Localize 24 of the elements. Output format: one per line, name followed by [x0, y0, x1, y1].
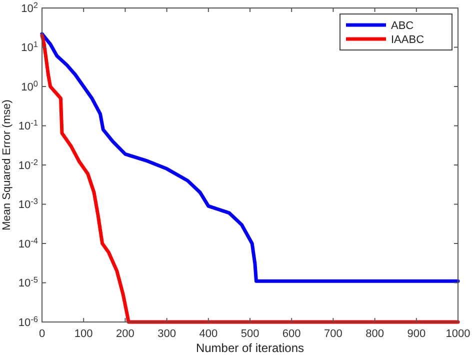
y-tick-label: 10$^{2}$: [21, 0, 38, 15]
x-tick-label: 700: [324, 328, 342, 340]
x-axis-title: Number of iterations: [196, 341, 304, 355]
x-tick-label: 1000: [446, 328, 470, 340]
x-tick-label: 100: [74, 328, 93, 340]
legend-label: ABC: [391, 20, 414, 32]
y-axis-title: Mean Squared Error (mse): [1, 100, 13, 230]
y-tick-label: 10$^{-3}$: [18, 196, 38, 212]
legend-label: IAABC: [391, 34, 424, 46]
y-tick-label: 10$^{-1}$: [18, 118, 38, 133]
y-tick-label: 10$^{-2}$: [18, 157, 38, 172]
x-tick-label: 800: [366, 328, 384, 340]
x-tick-label: 400: [199, 328, 218, 340]
y-tick-label: 10$^{-5}$: [18, 275, 38, 290]
x-tick-label: 900: [407, 328, 426, 340]
y-tick-label: 10$^{-4}$: [18, 236, 38, 250]
y-tick-label: 10$^{0}$: [21, 78, 38, 94]
x-tick-label: 300: [158, 328, 176, 340]
x-tick-label: 0: [38, 328, 46, 340]
y-tick-label: 10$^{1}$: [21, 40, 38, 54]
x-tick-label: 200: [116, 328, 134, 340]
x-tick-label: 500: [240, 328, 260, 340]
y-tick-label: 10$^{-6}$: [18, 314, 38, 329]
x-tick-label: 600: [282, 328, 301, 340]
